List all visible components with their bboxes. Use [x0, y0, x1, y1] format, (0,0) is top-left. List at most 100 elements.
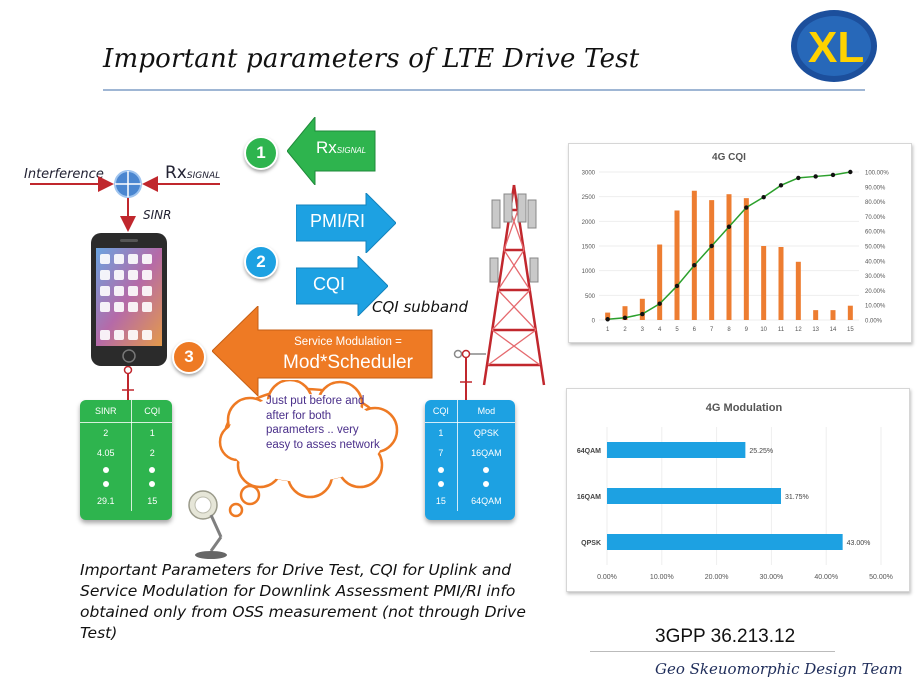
y2-tick-label: 100.00% [865, 171, 889, 177]
category-label: QPSK [581, 540, 601, 547]
cell-tower-icon [482, 184, 546, 386]
cqi-mod-card: CQI Mod 1 QPSK 7 16QAM 15 64QAM [425, 400, 515, 520]
rx-main: Rx [165, 163, 187, 183]
y2-tick-label: 70.00% [865, 215, 886, 221]
bar [657, 244, 663, 320]
y2-tick-label: 20.00% [865, 289, 886, 295]
logo-text: XL [808, 23, 864, 72]
cqi-header: CQI [425, 400, 458, 423]
cumulative-point [674, 283, 680, 289]
step-3-badge: 3 [172, 340, 206, 374]
ellipsis-dot [102, 467, 109, 473]
y-tick-label: 1000 [582, 269, 596, 275]
y-tick-label: 0 [592, 319, 596, 325]
rx-signal-arrow-label: RxSIGNAL [316, 138, 366, 158]
x-tick-label: 1 [606, 327, 610, 333]
team-credit: Geo Skeuomorphic Design Team [655, 660, 903, 678]
bar [795, 261, 801, 320]
y-tick-label: 500 [585, 294, 596, 300]
rx-signal-arrow [287, 117, 376, 185]
x-tick-label: 8 [727, 327, 731, 333]
bar [607, 534, 843, 550]
spec-divider [590, 651, 835, 652]
category-label: 16QAM [577, 494, 601, 501]
table-cell: 2 [80, 422, 133, 443]
cqi-header: CQI [131, 400, 172, 423]
y-tick-label: 2000 [582, 220, 596, 226]
chart-title: 4G CQI [712, 152, 746, 163]
bar [830, 310, 836, 320]
pmi-ri-arrow [296, 193, 396, 253]
x-tick-label: 7 [710, 327, 714, 333]
pmi-ri-label: PMI/RI [310, 211, 366, 231]
rx-sub-1: SIGNAL [336, 146, 367, 155]
page-title: Important parameters of LTE Drive Test [103, 44, 640, 74]
cumulative-point [709, 243, 714, 249]
x-tick-label: 12 [795, 327, 802, 333]
x-tick-label: 10 [760, 327, 767, 333]
signal-combiner-diagram [30, 170, 220, 232]
caption-text: Important Parameters for Drive Test, CQI… [80, 561, 526, 642]
x-tick-label: 3 [641, 327, 645, 333]
x-tick-label: 40.00% [814, 574, 838, 581]
x-tick-label: 15 [847, 327, 854, 333]
x-tick-label: 20.00% [705, 574, 729, 581]
cumulative-point [848, 169, 853, 175]
x-tick-label: 0.00% [597, 574, 617, 581]
cqi-chart: 4G CQI 0 500 1000 1500 2000 2500 3000 0.00% 10.00… [582, 152, 890, 333]
y2-tick-label: 80.00% [865, 200, 886, 206]
x-tick-label: 11 [778, 327, 785, 333]
bar [778, 246, 784, 320]
step-1-badge: 1 [244, 136, 278, 170]
sinr-label: SINR [143, 208, 172, 222]
table-cell: 7 [425, 443, 458, 463]
bar [639, 298, 645, 320]
service-modulation-line1: Service Modulation = [294, 336, 402, 348]
table-cell: 4.05 [80, 443, 133, 463]
modulation-chart-panel: 4G Modulation 0.00% 10.00% 20.00% 30.00% 40.0… [566, 388, 910, 592]
cumulative-point [622, 315, 628, 320]
table-cell: QPSK [473, 428, 499, 438]
x-tick-label: 2 [623, 327, 627, 333]
x-tick-label: 50.00% [869, 574, 893, 581]
bar [813, 310, 819, 320]
bar [761, 246, 767, 320]
cloud-note-text: Just put before and after for both param… [266, 395, 380, 451]
ellipsis-dot [149, 481, 156, 487]
ellipsis-dot [437, 481, 444, 487]
x-tick-label: 10.00% [650, 574, 674, 581]
data-label: 25.25% [749, 448, 773, 455]
ellipsis-dot [149, 467, 156, 473]
cqi-subband-label: CQI subband [372, 298, 469, 316]
table-cell: 29.1 [80, 491, 133, 511]
cumulative-point [726, 224, 732, 229]
x-tick-label: 6 [693, 327, 697, 333]
cumulative-point [830, 172, 836, 178]
bar [674, 210, 680, 320]
cumulative-point [605, 317, 610, 322]
ellipsis-dot [483, 481, 490, 487]
y2-tick-label: 40.00% [865, 259, 886, 265]
sinr-header: SINR [80, 400, 133, 423]
table-cell: 16QAM [471, 448, 502, 458]
cumulative-point [657, 301, 662, 306]
bar [607, 488, 781, 504]
y-tick-label: 2500 [582, 195, 596, 201]
service-modulation-arrow [212, 306, 433, 396]
cumulative-point [813, 174, 818, 179]
y2-tick-label: 50.00% [865, 245, 886, 251]
bar [726, 194, 732, 320]
table-cell: 2 [149, 448, 155, 458]
bar [691, 190, 697, 320]
table-cell: 15 [425, 491, 458, 511]
y2-tick-label: 90.00% [865, 185, 886, 191]
cqi-arrow [296, 256, 388, 316]
ellipsis-dot [437, 467, 444, 473]
cumulative-point [640, 311, 645, 317]
y2-tick-label: 30.00% [865, 274, 886, 280]
service-modulation-line2: Mod*Scheduler [283, 352, 413, 373]
x-tick-label: 13 [812, 327, 819, 333]
x-tick-label: 5 [675, 327, 679, 333]
bar [847, 305, 853, 320]
step-2-badge: 2 [244, 245, 278, 279]
